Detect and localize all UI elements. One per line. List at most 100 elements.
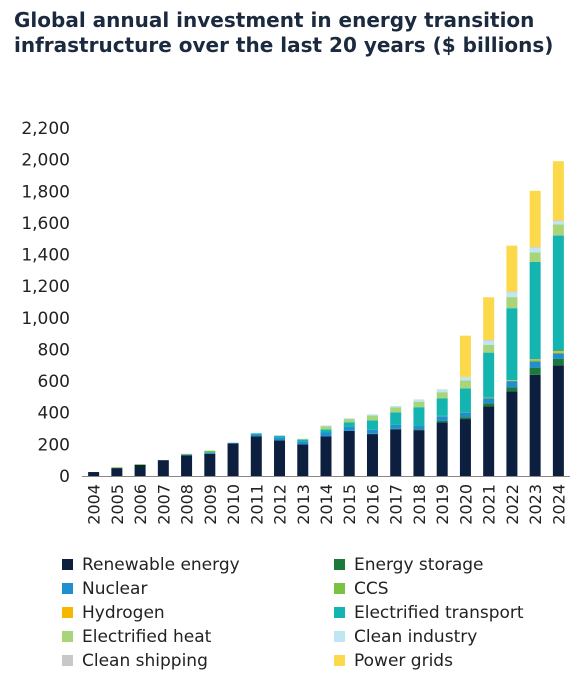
bar-segment <box>483 352 495 398</box>
bar-segment <box>227 442 239 444</box>
x-tick-label: 2021 <box>480 484 499 525</box>
bar-segment <box>390 412 402 425</box>
bar-segment <box>88 472 100 476</box>
x-tick-label: 2008 <box>178 484 197 525</box>
y-tick-label: 600 <box>38 372 70 392</box>
legend-item: CCS <box>334 577 562 600</box>
bar-segment <box>343 419 355 423</box>
bar-segment <box>413 399 425 402</box>
bar-segment <box>459 417 471 420</box>
bar-segment <box>343 418 355 420</box>
bar-segment <box>552 221 564 225</box>
legend-item: Electrified transport <box>334 601 562 624</box>
bar-segment <box>181 455 193 476</box>
bar-segment <box>506 297 518 309</box>
bar-stack-2009 <box>204 450 216 476</box>
x-tick-label: 2007 <box>154 484 173 525</box>
bar-segment <box>552 353 564 359</box>
x-tick-label: 2016 <box>363 484 382 525</box>
bar-stack-2011 <box>250 433 262 476</box>
x-tick-label: 2019 <box>433 484 452 525</box>
bar-stack-2023 <box>529 190 541 476</box>
y-tick-label: 1,200 <box>21 277 70 297</box>
x-tick-label: 2014 <box>317 484 336 525</box>
legend-swatch <box>62 583 73 594</box>
bar-segment <box>529 190 541 247</box>
bar-segment <box>343 430 355 476</box>
bar-stack-2013 <box>297 438 309 476</box>
legend-label: Hydrogen <box>82 602 165 623</box>
bar-segment <box>297 441 309 445</box>
bar-segment <box>390 429 402 476</box>
bar-segment <box>459 388 471 413</box>
bar-segment <box>552 235 564 352</box>
x-tick-label: 2006 <box>131 484 150 525</box>
y-tick-label: 1,000 <box>21 309 70 329</box>
y-tick-label: 1,400 <box>21 246 70 266</box>
x-tick-label: 2024 <box>549 484 568 525</box>
bar-segment <box>297 444 309 476</box>
bar-segment <box>483 340 495 345</box>
legend-swatch <box>62 607 73 618</box>
bar-segment <box>343 422 355 427</box>
bar-segment <box>204 450 216 453</box>
legend-item: Energy storage <box>334 553 562 576</box>
bar-segment <box>366 420 378 430</box>
bar-segment <box>436 398 448 416</box>
legend-swatch <box>334 607 345 618</box>
legend-item: Power grids <box>334 649 562 672</box>
bar-segment <box>552 358 564 366</box>
x-tick-label: 2013 <box>294 484 313 525</box>
bar-stack-2017 <box>390 405 402 476</box>
bar-segment <box>506 387 518 392</box>
legend: Renewable energy Energy storage Nuclear CCS… <box>62 553 562 672</box>
x-tick-label: 2023 <box>526 484 545 525</box>
bar-segment <box>483 398 495 404</box>
bar-segment <box>483 297 495 340</box>
bar-segment <box>552 365 564 476</box>
bar-segment <box>204 452 216 454</box>
x-tick-label: 2012 <box>271 484 290 525</box>
x-tick-label: 2009 <box>201 484 220 525</box>
bar-segment <box>366 415 378 421</box>
x-tick-label: 2017 <box>387 484 406 525</box>
bar-segment <box>529 374 541 476</box>
legend-label: CCS <box>354 578 389 599</box>
bar-segment <box>506 292 518 298</box>
legend-swatch <box>334 655 345 666</box>
bar-stack-2008 <box>181 453 193 476</box>
legend-label: Electrified transport <box>354 602 524 623</box>
bar-stack-2016 <box>366 414 378 476</box>
bar-stack-2015 <box>343 418 355 476</box>
bar-segment <box>529 360 541 362</box>
bar-segment <box>181 454 193 456</box>
bar-segment <box>390 405 402 408</box>
bar-segment <box>506 391 518 476</box>
legend-label: Power grids <box>354 650 453 671</box>
bar-segment <box>320 432 332 437</box>
y-tick-label: 0 <box>59 467 70 487</box>
legend-label: Clean industry <box>354 626 478 647</box>
bar-segment <box>459 380 471 389</box>
bar-segment <box>413 430 425 476</box>
bar-segment <box>274 435 286 438</box>
bar-segment <box>459 419 471 476</box>
bar-segment <box>552 220 564 222</box>
legend-label: Electrified heat <box>82 626 212 647</box>
bar-stack-2014 <box>320 425 332 476</box>
bar-segment <box>111 467 123 469</box>
bar-segment <box>250 433 262 435</box>
bar-segment <box>297 438 309 440</box>
bar-segment <box>529 252 541 262</box>
x-tick-label: 2010 <box>224 484 243 525</box>
y-tick-label: 1,600 <box>21 214 70 234</box>
bar-segment <box>366 434 378 476</box>
bar-segment <box>366 429 378 434</box>
y-axis: 0 200 400 600 800 1,000 1,200 1,400 1,600 1,800 2,… <box>21 119 70 487</box>
bar-segment <box>413 401 425 408</box>
bar-segment <box>483 406 495 476</box>
x-tick-label: 2004 <box>85 484 104 525</box>
bar-stack-2021 <box>483 297 495 476</box>
bar-segment <box>552 224 564 236</box>
